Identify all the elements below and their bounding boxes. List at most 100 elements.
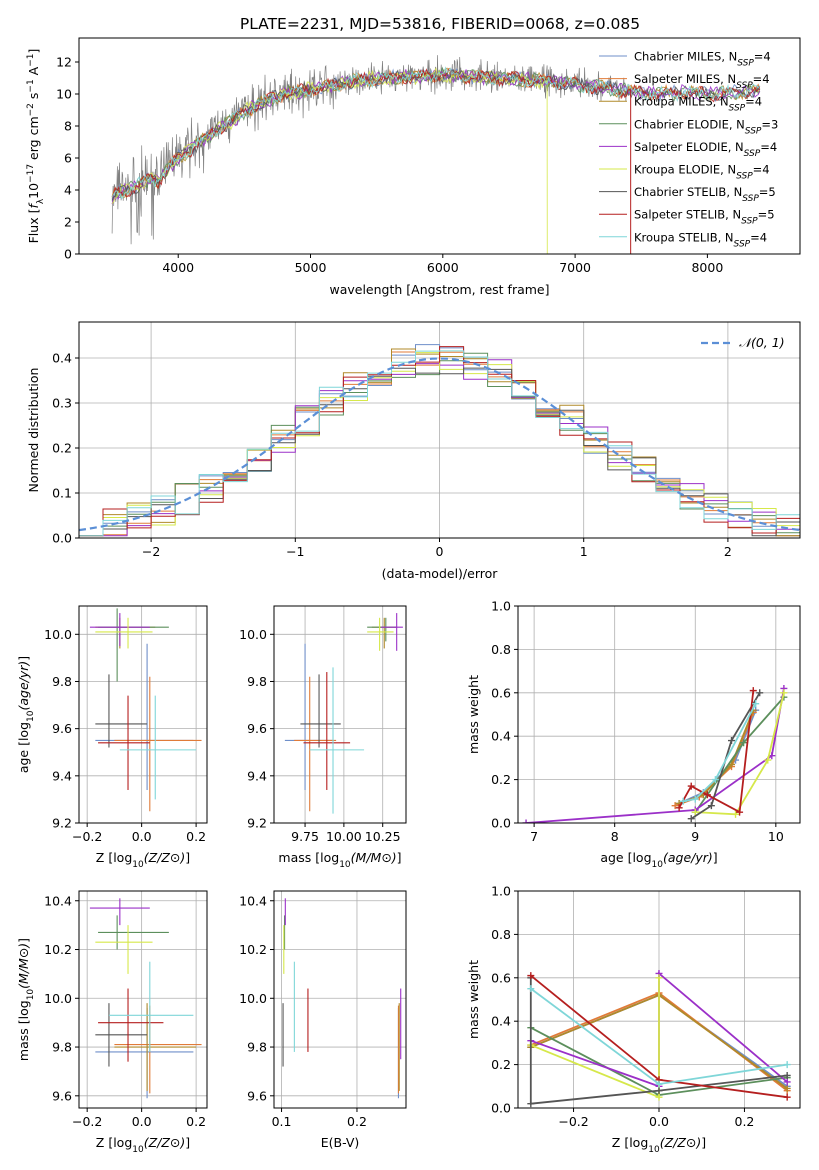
panel-weight-vs-Z: −0.2 0.0 0.2 0.0 0.2 0.4 0.6 0.8 1.0 Z [log10(Z/Z… [466,884,801,1155]
weight-marker-kroupa-stelib [655,1080,663,1088]
weight-marker-kroupa-stelib [679,797,687,805]
x-tick-label: 2 [724,544,732,559]
y-tick-label: 12 [56,55,72,70]
plot-area-age-vs-mass [284,613,403,814]
y-tick-label: 9.2 [247,816,267,831]
weight-marker-salpeter-stelib [703,791,711,799]
plot-area-residuals [79,344,800,538]
y-tick-label: 8 [64,119,72,134]
panel-residuals: −2 −1 0 1 2 0.0 0.1 0.2 0.3 0.4 𝒩(0, 1) (data-model… [26,321,801,581]
x-tick-label: 0.2 [186,829,206,844]
y-tick-label: 0.3 [52,396,72,411]
model-kroupa-elodie [111,67,548,254]
plot-area-mass-vs-ebv [282,898,402,1099]
x-tick-label: −0.2 [558,1114,588,1129]
weight-marker-chabrier-elodie [740,739,748,747]
normal-curve [79,357,800,532]
weight-marker-chabrier-stelib [655,1087,663,1095]
axes-frame [273,890,407,1109]
y-tick-label: 1.0 [491,884,511,899]
weight-marker-salpeter-stelib [736,808,744,816]
y-tick-label: 9.8 [52,674,72,689]
x-tick-label: 0.2 [347,1114,367,1129]
x-axis-label: E(B-V) [321,1135,360,1150]
y-tick-label: 0.4 [491,729,511,744]
weight-marker-kroupa-miles [783,1084,791,1092]
panel-age-vs-mass: 9.75 10.00 10.25 9.2 9.4 9.6 9.8 10.0 mass [log1… [239,605,407,870]
x-tick-label: 6000 [427,260,459,275]
weight-marker-salpeter-stelib [783,1093,791,1101]
axes-frame [78,605,208,824]
weight-marker-salpeter-stelib [749,687,757,695]
weight-marker-salpeter-miles [671,802,679,810]
x-tick-label: −0.2 [72,829,102,844]
y-tick-label: 9.6 [52,721,72,736]
weight-marker-chabrier-stelib [707,802,715,810]
y-tick-label: 0.6 [491,970,511,985]
x-tick-label: 1 [580,544,588,559]
y-tick-label: 10.2 [239,942,267,957]
axes-frame [517,605,801,824]
weight-marker-salpeter-stelib [527,972,535,980]
y-tick-label: 10.0 [239,627,267,642]
axes-frame [78,890,208,1109]
x-axis-label: (data-model)/error [382,566,499,581]
y-tick-label: 10.0 [44,991,72,1006]
y-tick-label: 0.8 [491,927,511,942]
y-tick-label: 0.0 [491,816,511,831]
weight-marker-kroupa-stelib [783,1061,791,1069]
plot-area-weight-vs-age [522,684,788,823]
x-tick-label: 4000 [162,260,194,275]
x-tick-label: −2 [142,544,160,559]
x-axis-label: Z [log10(Z/Z⊙)] [612,1135,706,1155]
weight-marker-kroupa-elodie [655,1093,663,1101]
x-axis-label: wavelength [Angstrom, rest frame] [329,282,549,297]
legend-label: Salpeter MILES, NSSP=4 [634,72,770,91]
y-tick-label: 0.8 [491,642,511,657]
plot-area-age-vs-Z [89,608,202,812]
x-tick-label: 9 [691,829,699,844]
y-tick-label: 10.4 [239,893,267,908]
x-tick-label: 0.0 [132,829,152,844]
panel-weight-vs-age: 7 8 9 10 0.0 0.2 0.4 0.6 0.8 1.0 age [log10(age/yr… [466,599,801,870]
x-tick-label: 0.2 [186,1114,206,1129]
y-axis-label: mass weight [466,960,481,1039]
y-tick-label: 9.8 [52,1040,72,1055]
y-tick-label: 9.6 [52,1088,72,1103]
x-tick-label: 8000 [691,260,723,275]
y-axis-label: Normed distribution [26,368,41,493]
weight-marker-salpeter-elodie [783,1078,791,1086]
hist-kroupa-stelib [79,350,800,538]
y-tick-label: 9.6 [247,721,267,736]
x-tick-label: 0 [436,544,444,559]
x-tick-label: 0.0 [132,1114,152,1129]
plot-area-spectrum [111,55,761,254]
weight-marker-kroupa-stelib [691,795,699,803]
x-axis-label: age [log10(age/yr)] [600,850,717,870]
weight-line-chabrier-stelib [529,977,788,1105]
axes-frame [273,605,407,824]
panel-mass-vs-ebv: 0.1 0.2 9.6 9.8 10.0 10.2 10.4 E(B-V) [239,890,407,1150]
plot-area-weight-vs-Z [527,969,791,1108]
y-tick-label: 1.0 [491,599,511,614]
plot-area-mass-vs-Z [89,898,202,1099]
y-axis-label: age [log10(age/yr)] [16,656,36,773]
legend-label-normal: 𝒩(0, 1) [739,335,785,350]
y-tick-label: 0.2 [491,1057,511,1072]
legend-label: Chabrier MILES, NSSP=4 [634,50,771,69]
weight-marker-kroupa-elodie [732,810,740,818]
y-axis-label: mass weight [466,675,481,754]
figure-title: PLATE=2231, MJD=53816, FIBERID=0068, z=0… [240,15,640,33]
weight-marker-chabrier-stelib [728,737,736,745]
y-tick-label: 0.1 [52,486,72,501]
y-tick-label: 9.8 [247,674,267,689]
y-tick-label: 0.0 [52,531,72,546]
weight-marker-salpeter-elodie [522,819,530,823]
x-tick-label: 5000 [295,260,327,275]
weight-marker-chabrier-stelib [687,815,695,823]
y-tick-label: 0.4 [491,1014,511,1029]
weight-line-salpeter-elodie [526,688,785,823]
y-tick-label: 10.0 [239,991,267,1006]
